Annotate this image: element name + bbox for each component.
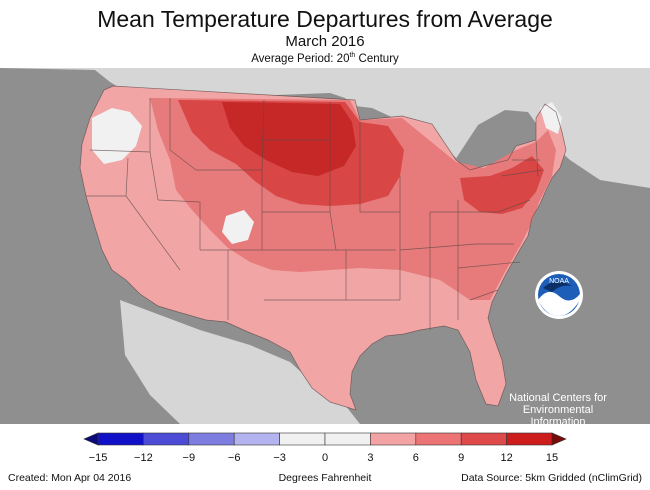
legend-tick-label: −12 xyxy=(134,452,153,464)
data-source: Data Source: 5km Gridded (nClimGrid) xyxy=(461,472,642,484)
warm-deep-core xyxy=(222,102,356,176)
legend-swatch xyxy=(370,432,417,446)
near-normal-rockies xyxy=(222,210,254,244)
near-normal-ne xyxy=(540,102,562,134)
mexico-land xyxy=(120,300,360,424)
created-date: Created: Mon Apr 04 2016 xyxy=(8,472,132,484)
legend-unit: Degrees Fahrenheit xyxy=(278,472,372,484)
ncei-line-3: Information xyxy=(530,416,586,424)
ncei-line-1: National Centers for xyxy=(509,392,607,404)
near-normal-nw xyxy=(92,108,142,164)
legend-swatch xyxy=(506,432,553,446)
legend-arrow-cold xyxy=(83,432,99,446)
ncei-line-2: Environmental xyxy=(522,404,594,416)
map-title: Mean Temperature Departures from Average xyxy=(97,6,553,32)
noaa-logo xyxy=(535,271,583,319)
state-borders xyxy=(79,85,567,411)
legend-tick-label: 6 xyxy=(412,452,419,464)
period-suffix: Century xyxy=(355,52,399,65)
ncei-label: National Centers for Environmental Infor… xyxy=(498,392,618,424)
legend-tick-label: 3 xyxy=(367,452,374,464)
legend-tick-label: 9 xyxy=(458,452,465,464)
legend-swatch xyxy=(415,432,462,446)
period-sup: th xyxy=(349,52,356,59)
legend-swatch xyxy=(324,432,371,446)
legend-tick-label: 12 xyxy=(500,452,513,464)
average-period: Average Period: 20th Century xyxy=(0,52,650,65)
legend-tick-label: 0 xyxy=(321,452,329,464)
period-prefix: Average Period: 20 xyxy=(251,52,350,65)
warm-strong-east xyxy=(460,156,544,214)
legend-swatch xyxy=(460,432,507,446)
legend: −15 −12 −9 −6 −3 0 3 6 9 12 15 xyxy=(78,431,572,469)
legend-tick-label: −9 xyxy=(182,452,196,464)
map-subtitle: March 2016 xyxy=(285,33,365,50)
canada-land xyxy=(0,68,650,188)
temperature-map: NOAA National Centers for Environmental … xyxy=(0,68,650,424)
map-svg: NOAA xyxy=(0,68,650,424)
legend-bar xyxy=(83,432,567,446)
legend-arrow-warm xyxy=(551,432,567,446)
legend-swatch xyxy=(97,432,144,446)
legend-tick-label: −15 xyxy=(88,452,108,464)
noaa-logo-text: NOAA xyxy=(549,278,569,285)
legend-tick-label: −3 xyxy=(273,452,286,464)
legend-swatch xyxy=(143,432,190,446)
legend-tick-label: −6 xyxy=(227,452,241,464)
legend-swatch xyxy=(279,432,326,446)
legend-tick-label: 15 xyxy=(545,452,559,464)
legend-swatch xyxy=(188,432,235,446)
legend-swatch xyxy=(233,432,280,446)
